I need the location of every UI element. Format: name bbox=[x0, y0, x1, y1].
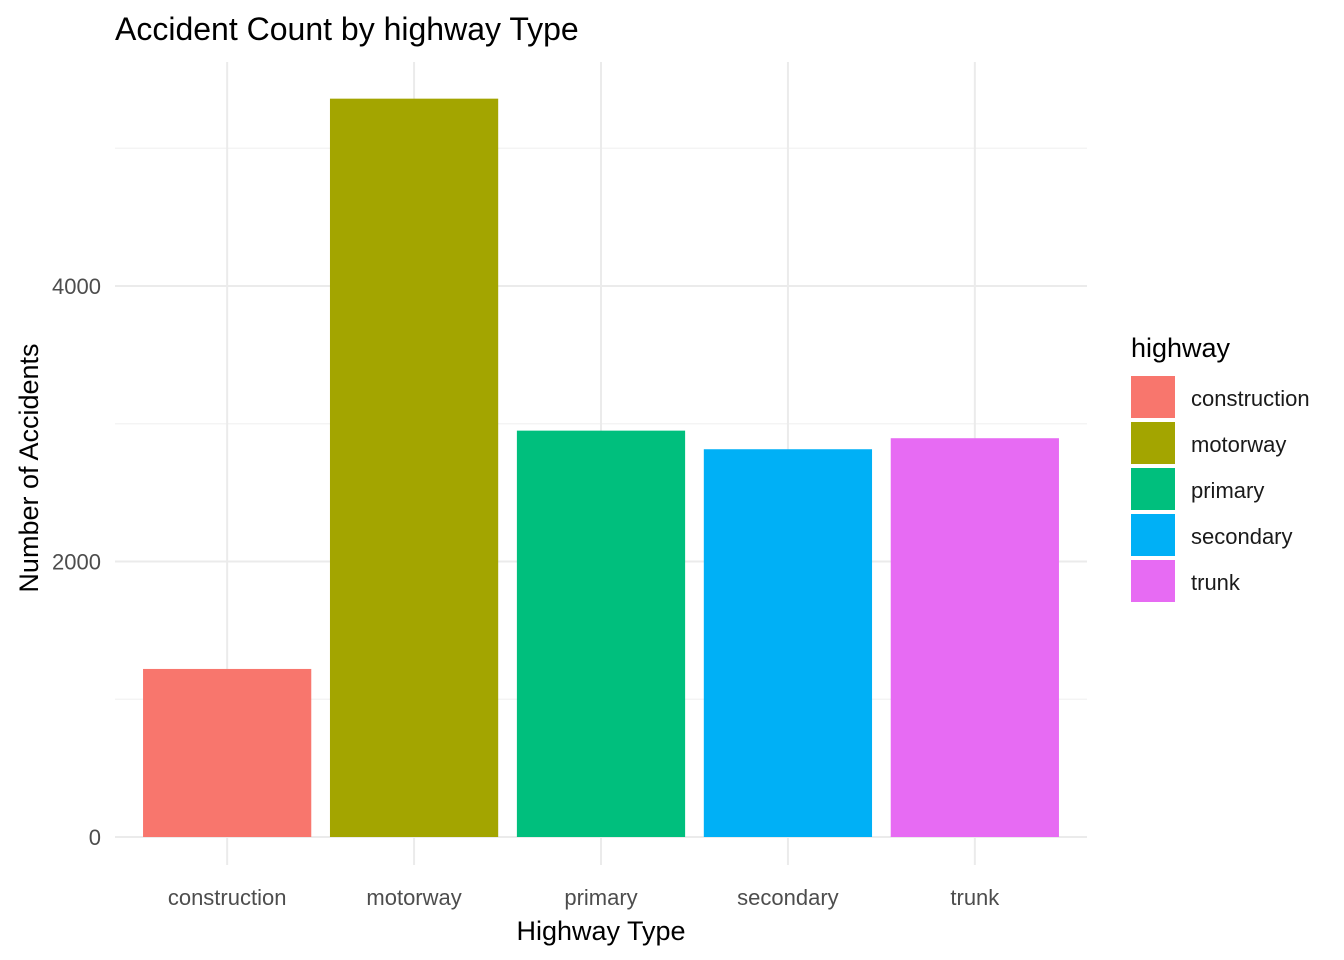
bar-construction bbox=[143, 668, 312, 837]
bar-primary bbox=[516, 430, 686, 837]
y-axis-title: Number of Accidents bbox=[14, 343, 44, 592]
legend: highway construction motorway primary secon… bbox=[1131, 333, 1310, 602]
x-tick-label: motorway bbox=[366, 885, 461, 910]
legend-title: highway bbox=[1131, 333, 1231, 363]
y-tick-label: 0 bbox=[89, 825, 101, 850]
bar-trunk bbox=[890, 438, 1059, 837]
legend-key-primary bbox=[1131, 468, 1175, 510]
x-tick-label: trunk bbox=[950, 885, 1000, 910]
legend-items: construction motorway primary secondary trun… bbox=[1131, 376, 1310, 602]
legend-label-secondary: secondary bbox=[1191, 524, 1293, 549]
legend-label-motorway: motorway bbox=[1191, 432, 1286, 457]
bars bbox=[143, 98, 1059, 837]
legend-key-motorway bbox=[1131, 422, 1175, 464]
legend-key-secondary bbox=[1131, 514, 1175, 556]
x-tick-label: construction bbox=[168, 885, 287, 910]
y-tick-label: 4000 bbox=[52, 274, 101, 299]
y-axis-ticks: 0 2000 4000 bbox=[52, 274, 101, 850]
chart-title: Accident Count by highway Type bbox=[115, 11, 579, 47]
y-tick-label: 2000 bbox=[52, 550, 101, 575]
legend-label-trunk: trunk bbox=[1191, 570, 1241, 595]
bar-secondary bbox=[703, 449, 873, 837]
legend-key-construction bbox=[1131, 376, 1175, 418]
legend-key-trunk bbox=[1131, 560, 1175, 602]
x-tick-label: secondary bbox=[737, 885, 839, 910]
legend-label-construction: construction bbox=[1191, 386, 1310, 411]
bar-motorway bbox=[329, 98, 499, 837]
x-axis-ticks: construction motorway primary secondary trun… bbox=[168, 885, 1000, 910]
x-axis-title: Highway Type bbox=[516, 916, 685, 946]
legend-label-primary: primary bbox=[1191, 478, 1264, 503]
x-tick-label: primary bbox=[564, 885, 637, 910]
